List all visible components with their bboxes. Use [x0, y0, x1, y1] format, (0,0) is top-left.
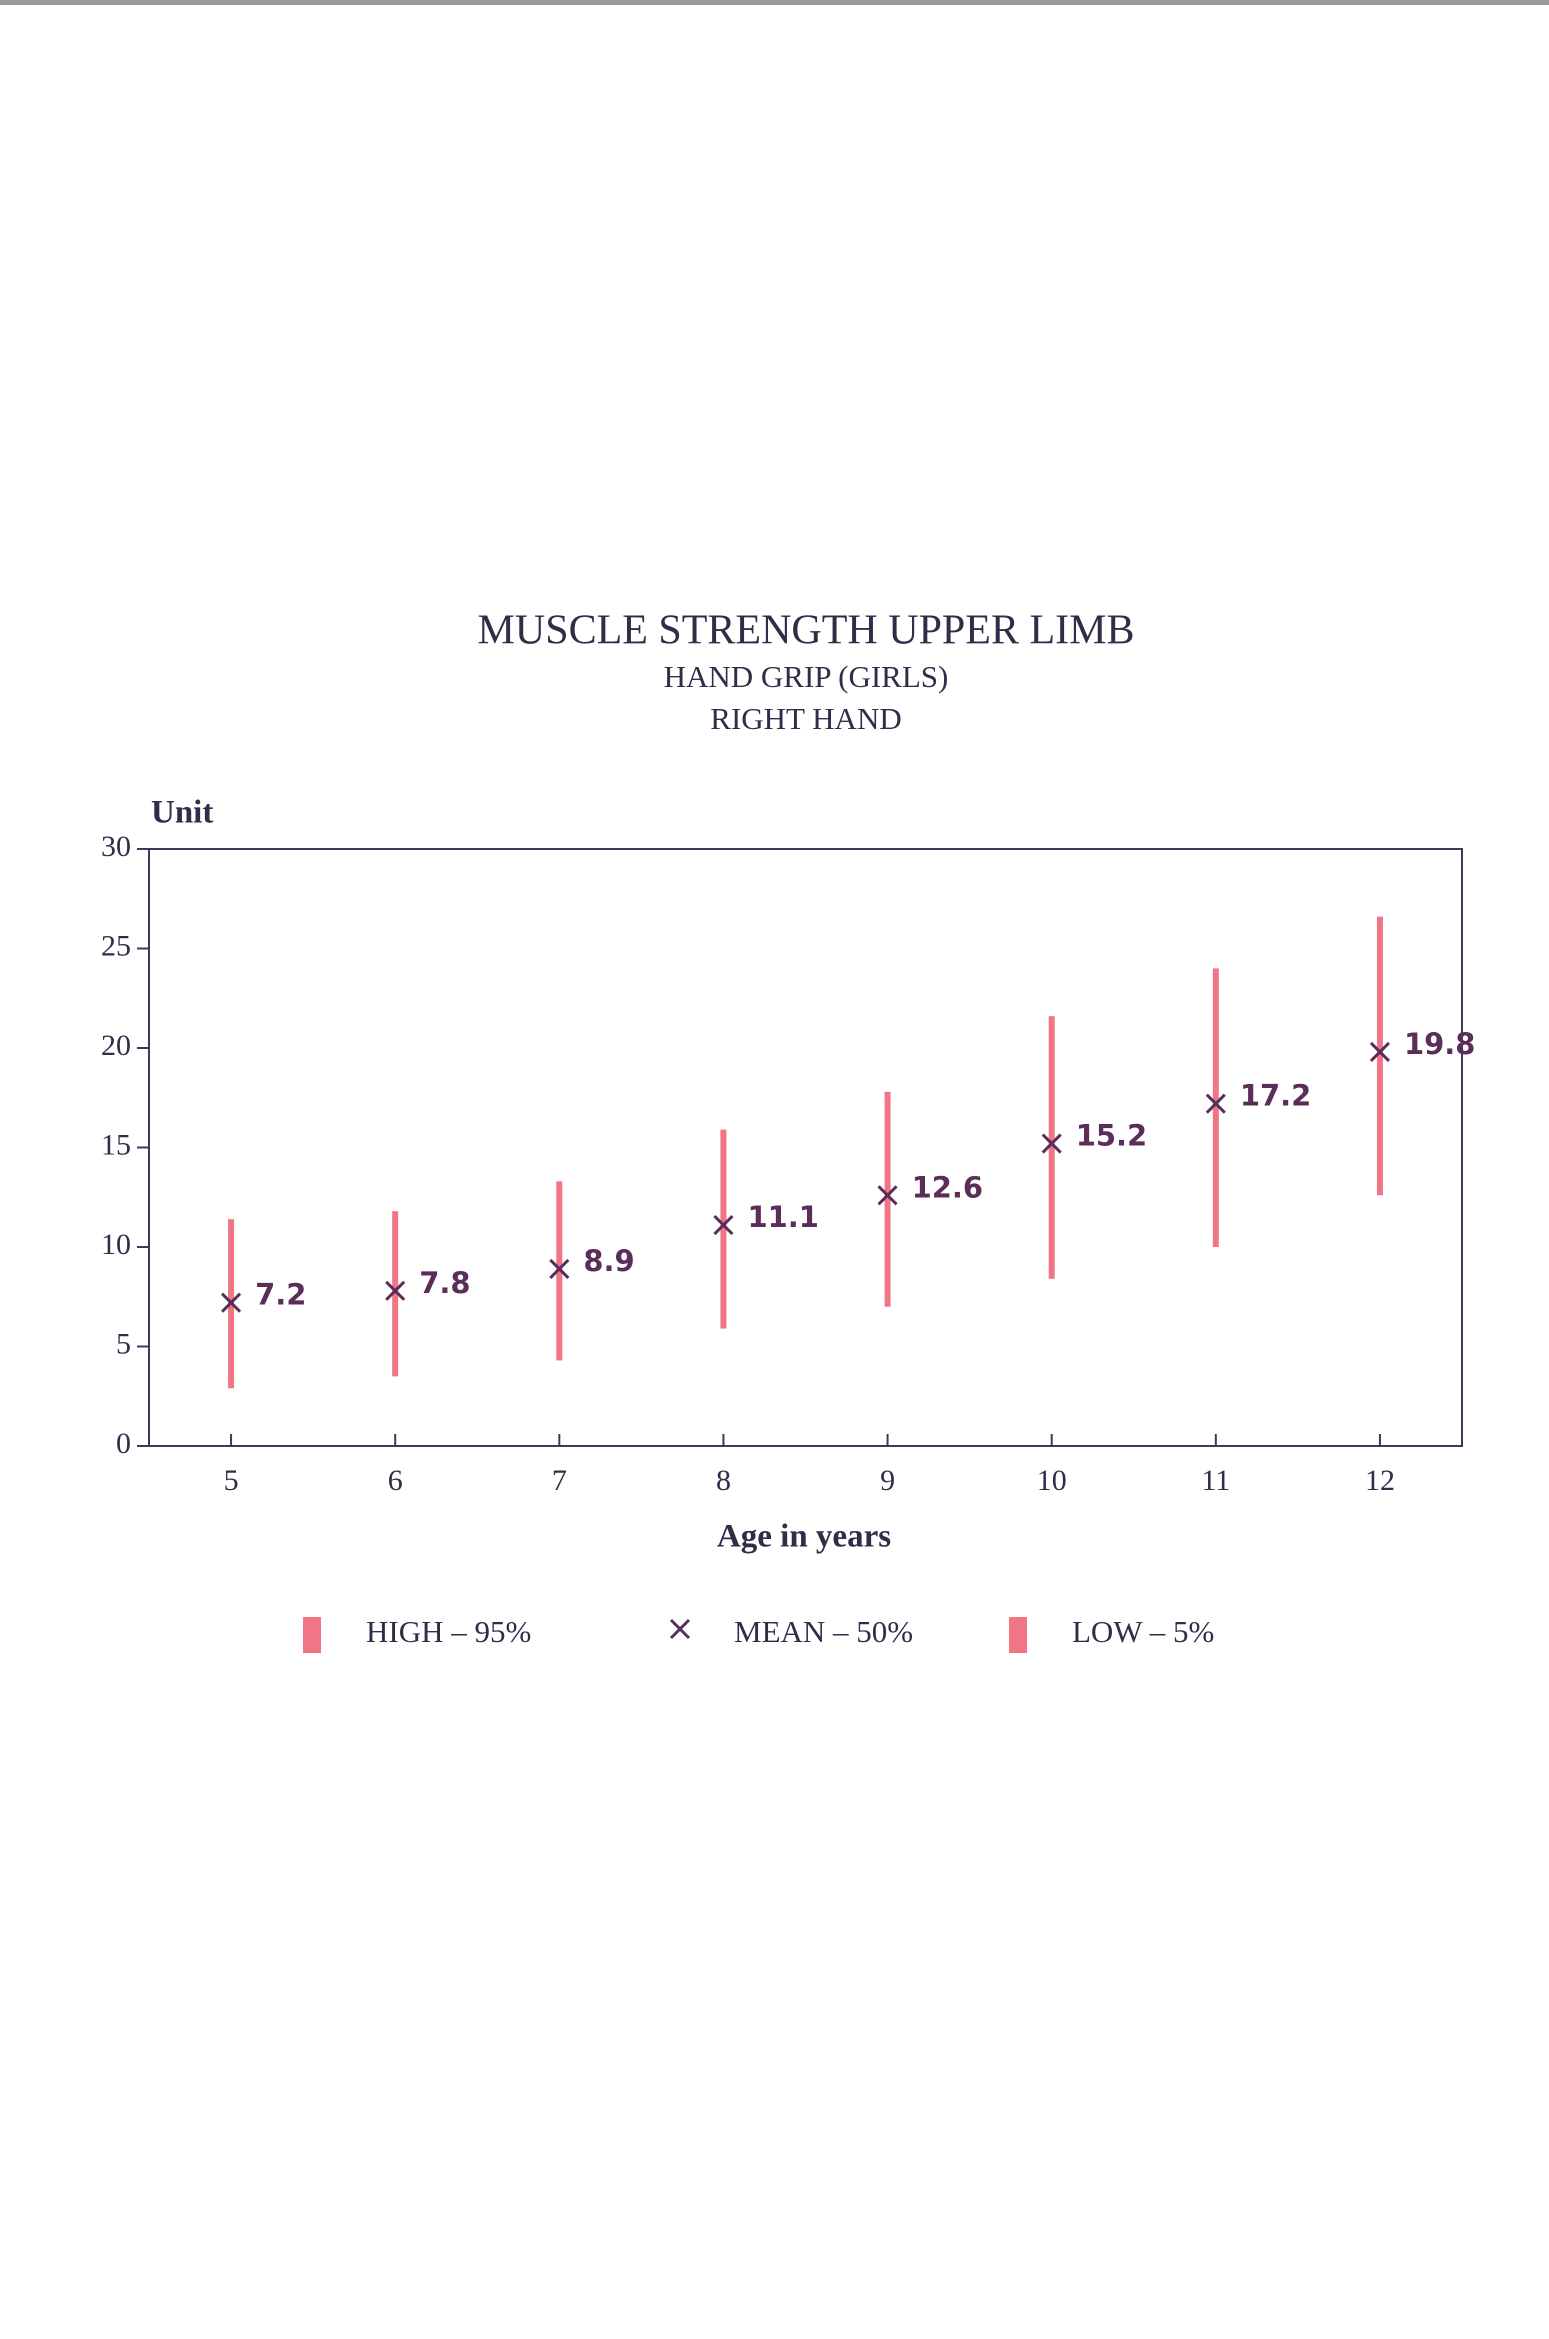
legend-label: HIGH – 95%	[366, 1614, 531, 1649]
mean-marker	[221, 1292, 242, 1313]
x-axis-title: Age in years	[717, 1519, 891, 1555]
mean-marker	[1205, 1093, 1226, 1114]
chart-subtitle: HAND GRIP (GIRLS)	[664, 659, 949, 694]
x-tick-label: 5	[224, 1464, 239, 1497]
x-tick-label: 7	[552, 1464, 567, 1497]
mean-label: 12.6	[912, 1170, 984, 1204]
y-tick-label: 5	[116, 1327, 131, 1360]
x-tick-label: 11	[1201, 1464, 1230, 1497]
mean-label: 8.9	[583, 1244, 634, 1278]
x-tick-label: 12	[1365, 1464, 1395, 1497]
legend-label: LOW – 5%	[1072, 1614, 1214, 1649]
y-tick-label: 0	[116, 1427, 131, 1460]
mean-label: 15.2	[1076, 1119, 1148, 1153]
range-bar	[720, 1129, 727, 1329]
mean-marker	[385, 1280, 406, 1301]
mean-marker	[877, 1185, 898, 1206]
page-edge	[0, 0, 1549, 5]
mean-marker	[1041, 1133, 1062, 1154]
mean-label: 11.1	[747, 1200, 819, 1234]
mean-marker	[549, 1258, 570, 1279]
x-tick-label: 10	[1037, 1464, 1067, 1497]
y-tick-label: 30	[101, 830, 131, 863]
mean-label: 19.8	[1404, 1027, 1476, 1061]
mean-marker	[713, 1215, 734, 1236]
y-tick-label: 10	[101, 1228, 131, 1261]
x-tick-label: 8	[716, 1464, 731, 1497]
legend-label: MEAN – 50%	[734, 1614, 913, 1649]
range-bar	[884, 1091, 891, 1307]
legend-marker	[1009, 1617, 1027, 1653]
plot-frame	[148, 848, 1463, 1447]
y-axis-title: Unit	[151, 795, 213, 831]
range-bar	[1376, 916, 1383, 1196]
x-tick-label: 9	[880, 1464, 895, 1497]
legend-marker	[303, 1617, 321, 1653]
mean-marker	[1369, 1041, 1391, 1063]
chart-subtitle: RIGHT HAND	[710, 701, 901, 736]
range-bar	[1212, 968, 1219, 1247]
chart-title: MUSCLE STRENGTH UPPER LIMB	[478, 608, 1135, 654]
mean-label: 17.2	[1240, 1079, 1312, 1113]
mean-label: 7.2	[255, 1278, 306, 1312]
y-tick-label: 20	[101, 1029, 131, 1062]
range-bar	[392, 1211, 399, 1377]
range-bar	[1048, 1016, 1055, 1279]
x-tick-label: 6	[388, 1464, 403, 1497]
y-tick-label: 25	[101, 929, 131, 962]
y-tick-label: 15	[101, 1128, 131, 1161]
mean-label: 7.8	[419, 1266, 470, 1300]
legend-marker	[669, 1618, 691, 1640]
